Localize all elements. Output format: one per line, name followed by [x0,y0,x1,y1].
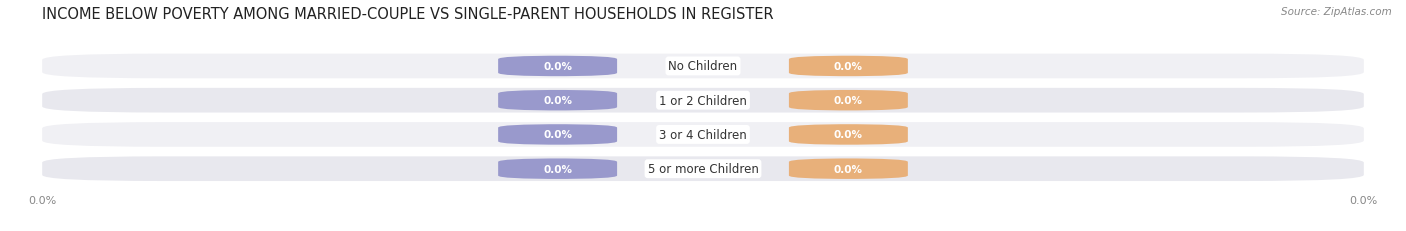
Text: 0.0%: 0.0% [834,62,863,72]
Text: 0.0%: 0.0% [834,164,863,174]
FancyBboxPatch shape [42,54,1364,79]
Text: 0.0%: 0.0% [543,130,572,140]
Text: 0.0%: 0.0% [543,62,572,72]
Text: Source: ZipAtlas.com: Source: ZipAtlas.com [1281,7,1392,17]
FancyBboxPatch shape [498,125,617,145]
Text: 3 or 4 Children: 3 or 4 Children [659,128,747,141]
FancyBboxPatch shape [498,91,617,111]
Text: 0.0%: 0.0% [834,96,863,106]
Text: 5 or more Children: 5 or more Children [648,162,758,175]
Text: 0.0%: 0.0% [834,130,863,140]
FancyBboxPatch shape [42,123,1364,147]
FancyBboxPatch shape [42,157,1364,181]
Text: 0.0%: 0.0% [543,164,572,174]
FancyBboxPatch shape [789,56,908,77]
FancyBboxPatch shape [789,159,908,179]
FancyBboxPatch shape [498,56,617,77]
FancyBboxPatch shape [789,91,908,111]
Text: 0.0%: 0.0% [543,96,572,106]
Text: 1 or 2 Children: 1 or 2 Children [659,94,747,107]
FancyBboxPatch shape [42,88,1364,113]
Text: INCOME BELOW POVERTY AMONG MARRIED-COUPLE VS SINGLE-PARENT HOUSEHOLDS IN REGISTE: INCOME BELOW POVERTY AMONG MARRIED-COUPL… [42,7,773,22]
FancyBboxPatch shape [498,159,617,179]
Text: No Children: No Children [668,60,738,73]
FancyBboxPatch shape [789,125,908,145]
